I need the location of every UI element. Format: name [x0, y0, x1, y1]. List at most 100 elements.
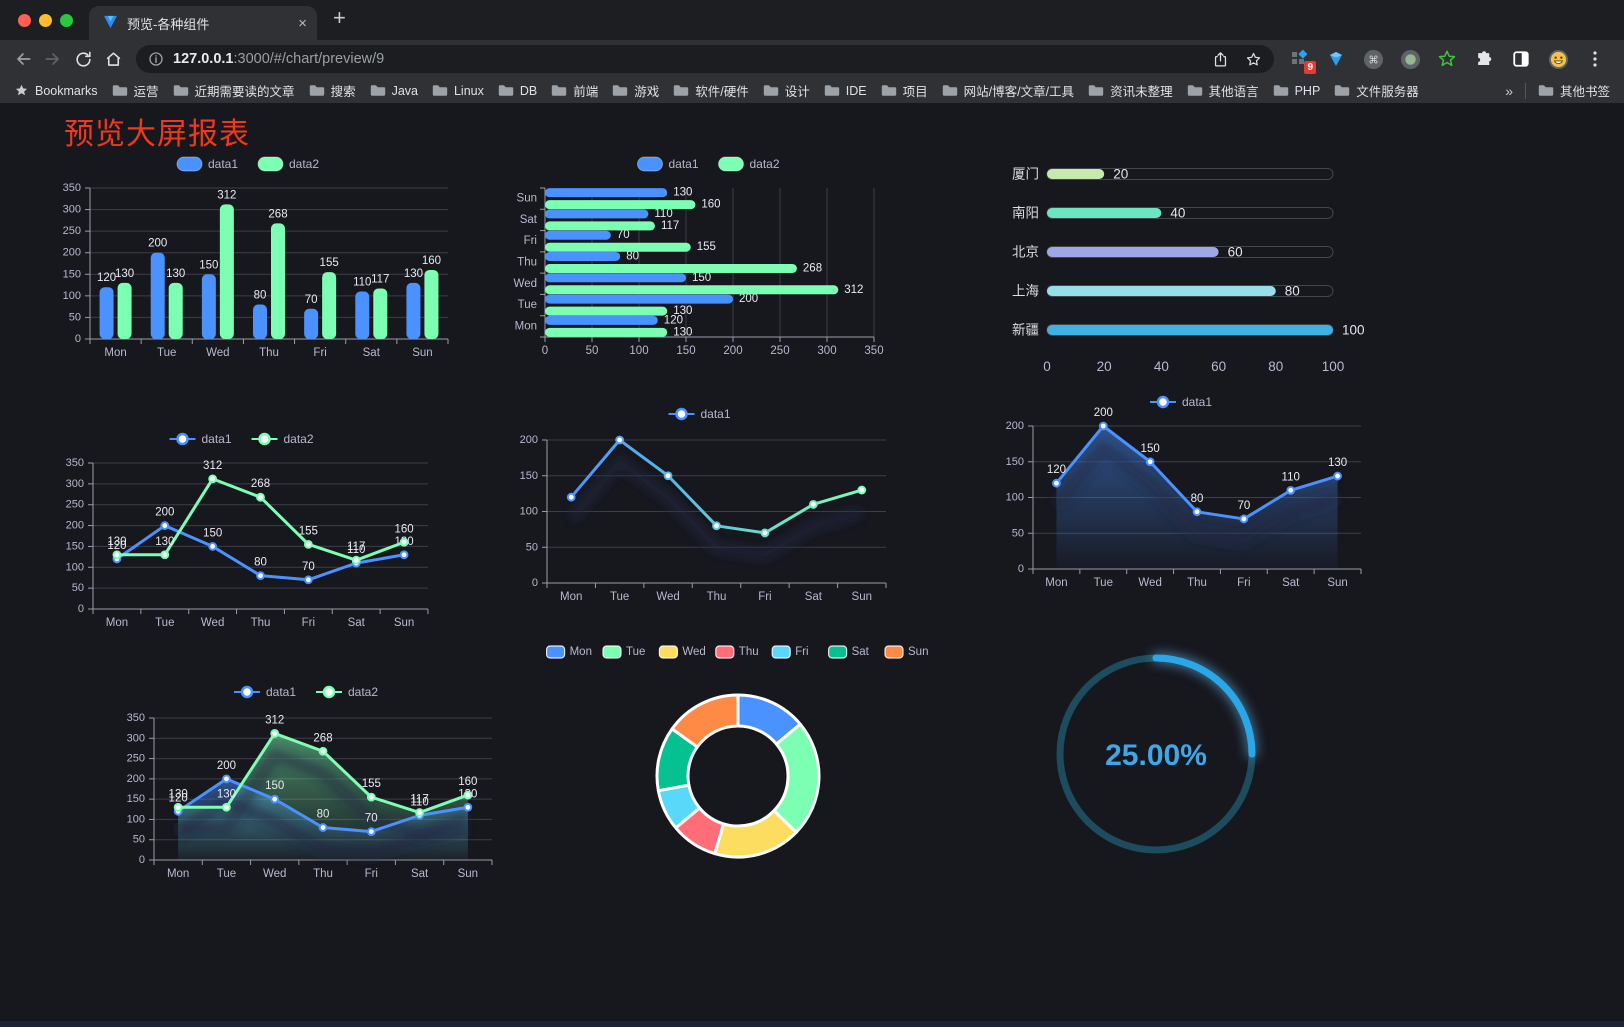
svg-text:120: 120 — [664, 314, 683, 326]
emoji-extension-icon[interactable] — [1547, 48, 1569, 70]
bookmark-folder[interactable]: 前端 — [551, 81, 598, 100]
grid-extension-icon[interactable]: 9 — [1288, 48, 1316, 74]
svg-text:117: 117 — [371, 274, 389, 286]
other-bookmarks-folder[interactable]: 其他书签 — [1538, 81, 1610, 100]
tab-close-icon[interactable]: × — [298, 14, 307, 32]
bookmark-folder[interactable]: 软件/硬件 — [673, 81, 749, 100]
svg-text:117: 117 — [410, 794, 428, 806]
bookmark-folder[interactable]: 网站/博客/文章/工具 — [942, 81, 1074, 100]
svg-text:Mon: Mon — [167, 868, 189, 880]
chart-gauge: 25.00% — [1040, 638, 1272, 870]
chart-grouped-hbar: data1 data2 0 50 100 150 200 250 300 350 Sun Sat Fri… — [503, 150, 918, 365]
folder-icon — [763, 85, 778, 96]
bookmark-folder[interactable]: Linux — [432, 84, 484, 98]
svg-text:130: 130 — [169, 788, 188, 800]
zoom-window-button[interactable] — [60, 13, 73, 27]
svg-text:Wed: Wed — [514, 278, 537, 290]
svg-text:200: 200 — [1006, 420, 1024, 432]
home-icon[interactable] — [98, 44, 128, 74]
svg-text:80: 80 — [254, 557, 267, 569]
svg-text:100: 100 — [1342, 323, 1365, 338]
reload-icon[interactable] — [68, 44, 98, 74]
bookmark-folder[interactable]: 资讯未整理 — [1088, 81, 1173, 100]
info-icon[interactable] — [148, 51, 164, 67]
svg-text:120: 120 — [169, 792, 188, 804]
svg-text:130: 130 — [404, 268, 423, 280]
bookmarks-manager-item[interactable]: Bookmarks — [14, 83, 98, 98]
svg-text:130: 130 — [217, 788, 236, 800]
svg-text:Sat: Sat — [852, 646, 870, 658]
svg-text:Sun: Sun — [852, 591, 872, 603]
menu-kebab-icon[interactable] — [1584, 48, 1606, 70]
record-extension-icon[interactable] — [1399, 48, 1421, 70]
favicon-vue-icon — [103, 15, 118, 32]
svg-text:130: 130 — [166, 268, 185, 280]
svg-text:110: 110 — [654, 208, 672, 220]
contrast-extension-icon[interactable] — [1510, 48, 1532, 70]
svg-text:150: 150 — [63, 268, 81, 280]
close-window-button[interactable] — [18, 13, 31, 27]
svg-text:⌘: ⌘ — [1368, 54, 1379, 66]
back-icon[interactable] — [8, 44, 38, 74]
svg-text:Tue: Tue — [217, 868, 236, 880]
svg-text:150: 150 — [265, 780, 284, 792]
svg-text:40: 40 — [1170, 206, 1185, 221]
bookmark-folder[interactable]: IDE — [824, 84, 867, 98]
svg-text:20: 20 — [1113, 167, 1128, 182]
svg-text:Mon: Mon — [104, 347, 126, 359]
bookmark-folder[interactable]: 其他语言 — [1187, 81, 1259, 100]
share-icon[interactable] — [1212, 51, 1229, 68]
svg-text:150: 150 — [676, 345, 695, 357]
new-tab-button[interactable]: + — [333, 5, 346, 30]
bookmark-folder[interactable]: PHP — [1273, 84, 1320, 98]
svg-text:Sat: Sat — [805, 591, 823, 603]
bookmark-folder[interactable]: 近期需要读的文章 — [173, 81, 295, 100]
svg-text:Sun: Sun — [394, 617, 414, 629]
bookmark-folder[interactable]: 设计 — [763, 81, 810, 100]
svg-text:120: 120 — [97, 272, 116, 284]
bookmark-folder[interactable]: 搜索 — [309, 81, 356, 100]
svg-text:Sat: Sat — [411, 868, 429, 880]
folder-icon — [1088, 85, 1104, 96]
svg-text:150: 150 — [203, 527, 222, 539]
svg-text:Fri: Fri — [795, 646, 808, 658]
folder-icon — [613, 85, 628, 96]
svg-text:Tue: Tue — [157, 347, 176, 359]
folder-icon — [674, 85, 689, 96]
svg-text:Sat: Sat — [363, 347, 381, 359]
svg-text:data2: data2 — [284, 432, 314, 446]
forward-icon[interactable] — [38, 44, 68, 74]
bookmark-folder[interactable]: 项目 — [881, 81, 928, 100]
green-star-extension-icon[interactable] — [1436, 48, 1458, 70]
bookmark-folder[interactable]: 游戏 — [612, 81, 659, 100]
bookmark-star-icon[interactable] — [1245, 51, 1262, 68]
svg-text:80: 80 — [317, 809, 330, 821]
puzzle-extension-icon[interactable] — [1473, 48, 1495, 70]
svg-text:北京: 北京 — [1012, 245, 1039, 260]
svg-text:268: 268 — [251, 478, 270, 490]
bookmark-folder[interactable]: DB — [498, 84, 537, 98]
minimize-window-button[interactable] — [39, 13, 52, 27]
svg-text:268: 268 — [313, 732, 332, 744]
svg-text:160: 160 — [394, 523, 413, 535]
svg-text:130: 130 — [673, 326, 692, 338]
svg-text:250: 250 — [127, 753, 145, 765]
svg-text:0: 0 — [542, 345, 548, 357]
svg-text:0: 0 — [75, 333, 81, 345]
bookmark-folder[interactable]: 文件服务器 — [1334, 81, 1419, 100]
bookmark-folder-list: 运营 近期需要读的文章 搜索 Java Linux DB 前端 游戏 软件/硬件 设计 IDE 项目网… — [112, 81, 1419, 100]
browser-tab[interactable]: 预览-各种组件 × — [89, 6, 317, 40]
bookmark-folder[interactable]: 运营 — [112, 81, 159, 100]
svg-text:200: 200 — [127, 773, 145, 785]
bookmark-folder[interactable]: Java — [370, 84, 418, 98]
svg-text:Wed: Wed — [682, 646, 705, 658]
vue-devtools-icon[interactable] — [1325, 48, 1347, 70]
svg-text:250: 250 — [63, 225, 81, 237]
folder-icon — [824, 85, 839, 96]
bookmarks-overflow-chevron[interactable]: » — [1505, 82, 1513, 99]
command-extension-icon[interactable]: ⌘ — [1362, 48, 1384, 70]
svg-text:厦门: 厦门 — [1012, 167, 1039, 182]
svg-text:data1: data1 — [266, 685, 296, 699]
svg-text:117: 117 — [347, 541, 365, 553]
address-bar[interactable]: 127.0.0.1:3000/#/chart/preview/9 — [136, 45, 1274, 73]
